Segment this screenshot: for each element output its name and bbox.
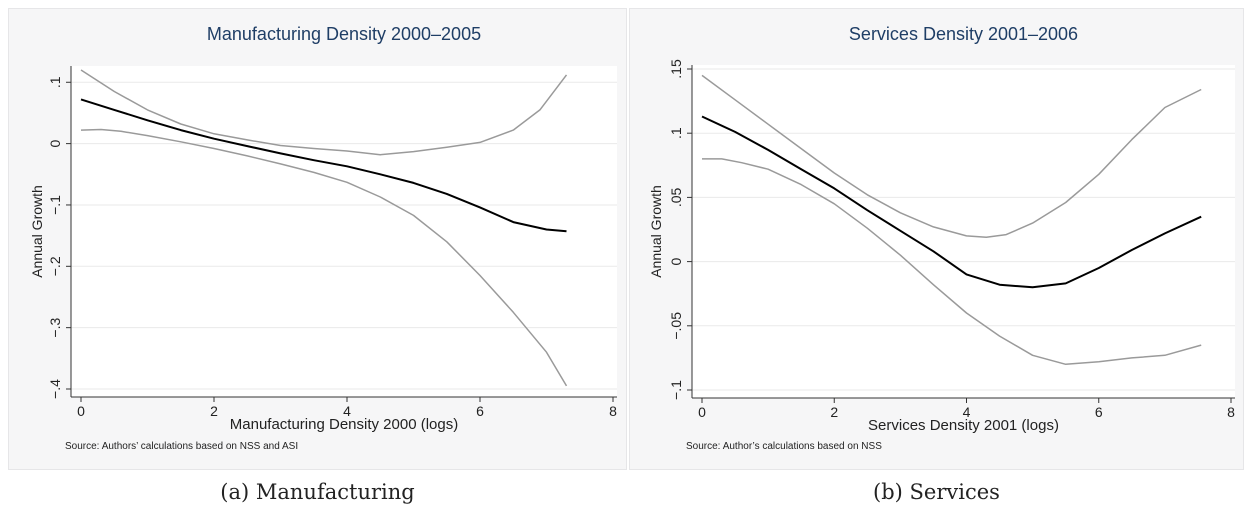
- x-tick-label: 4: [343, 403, 351, 419]
- y-tick-label: −.2: [47, 256, 63, 276]
- series-line-upper-band: [80, 69, 568, 156]
- y-tick-label: −.05: [668, 312, 684, 340]
- y-tick-label: −.4: [47, 379, 63, 399]
- figure-caption-a: (a) Manufacturing: [220, 480, 415, 504]
- series-line-upper-band: [701, 74, 1202, 238]
- source-note: Source: Author’s calculations based on N…: [686, 441, 882, 452]
- x-tick-label: 2: [830, 404, 838, 420]
- x-tick-label: 4: [963, 404, 971, 420]
- y-tick-label: .1: [47, 76, 63, 88]
- y-tick-label: 0: [47, 140, 63, 148]
- figure-caption-b: (b) Services: [873, 480, 1000, 504]
- chart-title: Services Density 2001–2006: [849, 24, 1078, 44]
- services-chart: .15 .1 .05 0 −.05 −.1 0 2 4 6 8 Services Density 20…: [648, 24, 1235, 452]
- x-tick-label: 8: [609, 403, 617, 419]
- y-tick-label: −.1: [47, 195, 63, 215]
- chart-title: Manufacturing Density 2000–2005: [207, 24, 481, 44]
- y-tick-label: 0: [668, 257, 684, 265]
- x-tick-label: 0: [698, 404, 706, 420]
- manufacturing-chart: .1 0 −.1 −.2 −.3 −.4 0 2 4 6 8 Manufacturing Densit…: [29, 24, 617, 452]
- source-note: Source: Authors’ calculations based on N…: [65, 441, 298, 452]
- services-chart-panel: .15 .1 .05 0 −.05 −.1 0 2 4 6 8 Services Density 20…: [629, 8, 1244, 470]
- x-tick-label: 2: [210, 403, 218, 419]
- y-tick-label: .05: [668, 187, 684, 207]
- series-line-estimate: [80, 98, 567, 233]
- y-axis-title: Annual Growth: [648, 185, 664, 278]
- plot-area: [692, 65, 1235, 398]
- y-axis-title: Annual Growth: [29, 185, 45, 278]
- series-line-lower-band: [702, 158, 1202, 366]
- x-axis-title: Manufacturing Density 2000 (logs): [230, 416, 458, 433]
- y-tick-label: .15: [668, 59, 684, 79]
- x-tick-label: 6: [476, 403, 484, 419]
- x-tick-label: 6: [1095, 404, 1103, 420]
- y-tick-label: −.3: [47, 318, 63, 338]
- plot-area: [71, 66, 617, 397]
- x-tick-label: 0: [77, 403, 85, 419]
- series-line-lower-band: [80, 128, 568, 387]
- x-axis-title: Services Density 2001 (logs): [868, 417, 1059, 434]
- manufacturing-chart-panel: .1 0 −.1 −.2 −.3 −.4 0 2 4 6 8 Manufacturing Densit…: [8, 8, 627, 470]
- y-tick-label: .1: [668, 127, 684, 139]
- y-tick-label: −.1: [668, 380, 684, 400]
- x-tick-label: 8: [1227, 404, 1235, 420]
- series-line-estimate: [701, 115, 1202, 289]
